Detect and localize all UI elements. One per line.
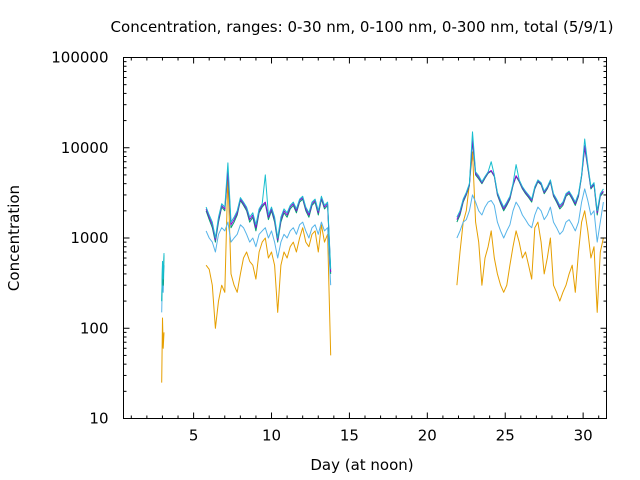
chart-title: Concentration, ranges: 0-30 nm, 0-100 nm… [111,18,614,36]
series-0-line [205,174,332,356]
y-axis-label: Concentration [5,185,23,291]
y-tick-label: 10000 [61,139,109,157]
series-1-line [205,221,332,286]
series-0-line [456,151,604,313]
y-tick-label: 100000 [51,49,108,67]
x-tick-label: 5 [189,427,199,445]
series-layer [161,131,604,383]
series-4-line [161,253,165,302]
y-tick-label: 100 [80,319,109,337]
x-tick-label: 15 [340,427,359,445]
series-1-line [456,188,604,243]
x-axis-label: Day (at noon) [310,456,413,474]
y-tick-label: 10 [89,410,108,428]
ticks-layer: 5 10 15 20 25 30 10 100 1000 10000 100000 [51,49,607,445]
x-tick-label: 25 [496,427,515,445]
series-4-line [205,162,332,270]
plot-frame [123,57,607,419]
x-tick-label: 20 [418,427,437,445]
y-tick-label: 1000 [70,229,108,247]
x-tick-label: 30 [574,427,593,445]
series-4-line [456,131,604,218]
x-tick-label: 10 [262,427,281,445]
series-0-line [161,317,165,383]
